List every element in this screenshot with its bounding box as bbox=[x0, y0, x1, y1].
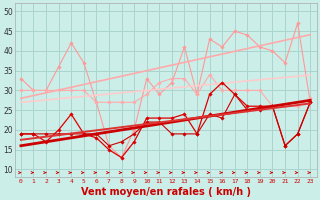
X-axis label: Vent moyen/en rafales ( km/h ): Vent moyen/en rafales ( km/h ) bbox=[81, 187, 251, 197]
